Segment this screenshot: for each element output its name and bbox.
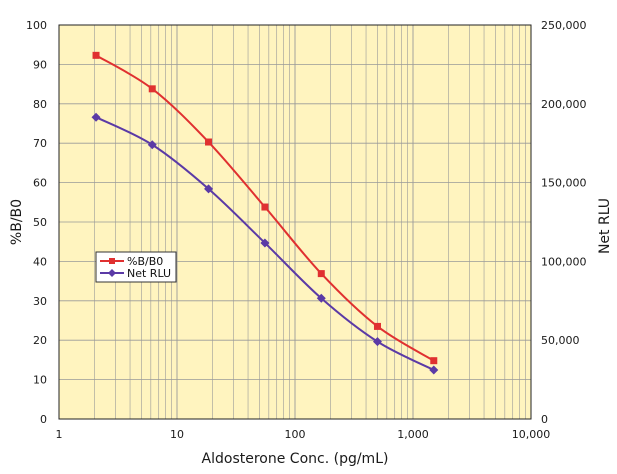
y-tick-label: 50: [33, 216, 47, 229]
y2-tick-label: 100,000: [541, 255, 587, 268]
y-tick-label: 10: [33, 374, 47, 387]
data-point-percent-b-b0: [373, 322, 381, 330]
y2-tick-label: 250,000: [541, 19, 587, 32]
y-tick-label: 60: [33, 177, 47, 190]
legend-label-net-rlu: Net RLU: [127, 267, 171, 280]
legend-marker-net-rlu: [108, 269, 116, 277]
y-tick-label: 40: [33, 255, 47, 268]
y-axis-title: %B/B0: [9, 199, 25, 245]
tick-labels: 0 10 20 30 40 50 60 70 80 90 100 0 50,000 100,000 150,…: [26, 19, 587, 441]
data-point-percent-b-b0: [205, 138, 213, 146]
legend-box: [95, 251, 177, 283]
data-point-percent-b-b0: [430, 357, 438, 365]
series-layer: [91, 51, 439, 375]
data-point-net-rlu: [147, 140, 157, 150]
x-axis-title: Aldosterone Conc. (pg/mL): [202, 451, 389, 467]
y-tick-label: 70: [33, 137, 47, 150]
x-tick-label: 1,000: [397, 428, 429, 441]
y2-axis-title: Net RLU: [597, 198, 613, 254]
y-tick-label: 80: [33, 98, 47, 111]
data-point-percent-b-b0: [317, 270, 325, 278]
x-tick-label: 1: [56, 428, 63, 441]
y-tick-label: 30: [33, 295, 47, 308]
data-point-net-rlu: [316, 293, 326, 303]
grid-lines: [59, 25, 531, 419]
data-point-net-rlu: [372, 337, 382, 347]
data-point-net-rlu: [260, 238, 270, 248]
y2-tick-label: 0: [541, 413, 548, 426]
x-tick-label: 100: [285, 428, 306, 441]
data-point-net-rlu: [204, 184, 214, 194]
y-tick-label: 100: [26, 19, 47, 32]
legend: %B/B0 Net RLU: [95, 251, 177, 283]
y-tick-label: 90: [33, 58, 47, 71]
data-point-net-rlu: [91, 112, 101, 122]
legend-marker-percent-b-b0: [109, 258, 115, 264]
y2-tick-label: 50,000: [541, 334, 580, 347]
x-tick-label: 10,000: [512, 428, 551, 441]
data-point-net-rlu: [429, 365, 439, 375]
data-point-percent-b-b0: [148, 85, 156, 93]
y-tick-label: 20: [33, 334, 47, 347]
legend-label-percent-b-b0: %B/B0: [127, 255, 163, 268]
data-point-percent-b-b0: [92, 51, 100, 59]
y2-tick-label: 150,000: [541, 177, 587, 190]
y-tick-label: 0: [40, 413, 47, 426]
plot-frame: [58, 24, 532, 420]
y2-tick-label: 200,000: [541, 98, 587, 111]
data-point-percent-b-b0: [261, 203, 269, 211]
x-tick-label: 10: [170, 428, 184, 441]
